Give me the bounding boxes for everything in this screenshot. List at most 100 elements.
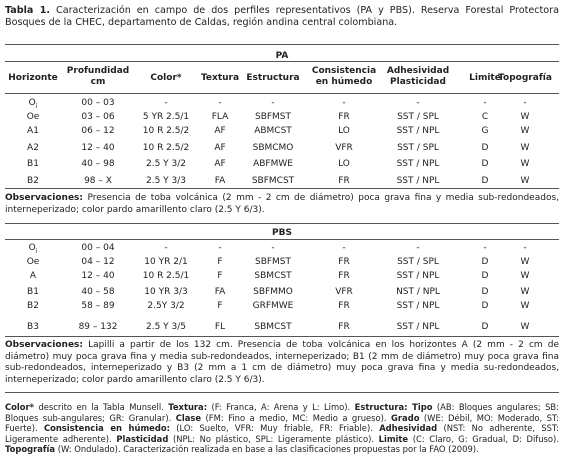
- table-cell: C: [481, 112, 489, 122]
- cell-subscript: i: [35, 247, 38, 255]
- table-cell: A2: [27, 143, 39, 153]
- table-cell: -: [342, 243, 346, 253]
- text: (LO: Suelto, VFR: Muy friable, FR: Friab…: [169, 423, 380, 434]
- table-cell: FA: [214, 176, 226, 186]
- rule: [5, 61, 559, 62]
- table-cell: GRFMWE: [252, 301, 294, 311]
- bold-text: Adhesividad: [379, 423, 438, 434]
- table-cell: F: [217, 257, 223, 267]
- table-cell: A1: [27, 126, 39, 136]
- column-header: Profundidad cm: [66, 66, 130, 87]
- table-cell: SST / NPL: [396, 301, 440, 311]
- table-cell: B3: [27, 322, 39, 332]
- column-header: Estructura: [246, 73, 300, 83]
- table-cell: Oe: [26, 257, 40, 267]
- table-cell: ABFMWE: [253, 159, 293, 169]
- table-cell: LO: [338, 126, 350, 136]
- table-cell: SBFMMO: [253, 287, 293, 297]
- rule: [5, 239, 559, 240]
- table-cell: AF: [214, 159, 226, 169]
- table-cell: FR: [338, 271, 350, 281]
- bold-text: Textura:: [168, 402, 208, 412]
- table-cell: SST / NPL: [396, 271, 440, 281]
- table-cell: SST / NPL: [396, 176, 440, 186]
- table-cell: 12 – 40: [81, 143, 115, 153]
- table-cell: B1: [27, 159, 39, 169]
- table-cell: D: [481, 143, 489, 153]
- bold-text: Observaciones:: [5, 340, 84, 350]
- table-cell: W: [520, 287, 530, 297]
- table-cell: -: [164, 243, 168, 253]
- table-cell: 5 YR 2.5/1: [142, 112, 190, 122]
- observations: Observaciones: Lapilli a partir de los 1…: [5, 340, 559, 386]
- table-cell: Oi: [29, 98, 38, 112]
- table-cell: 2.5 Y 3/5: [145, 322, 187, 332]
- table-cell: G: [481, 126, 489, 136]
- table-cell: SST / NPL: [396, 322, 440, 332]
- table-cell: FR: [338, 301, 350, 311]
- table-cell: -: [218, 243, 222, 253]
- table-cell: FA: [214, 287, 226, 297]
- table-cell: D: [481, 257, 489, 267]
- column-header: Topografía: [498, 73, 552, 83]
- table-cell: AF: [214, 126, 226, 136]
- table-cell: W: [520, 126, 530, 136]
- table-cell: F: [217, 271, 223, 281]
- table-cell: D: [481, 287, 489, 297]
- table-cell: W: [520, 271, 530, 281]
- table-cell: 2.5 Y 3/3: [145, 176, 187, 186]
- rule: [5, 336, 559, 337]
- table-cell: Oi: [29, 243, 38, 257]
- table-cell: SBFMST: [254, 112, 292, 122]
- table-cell: A: [29, 271, 37, 281]
- footnote: Color* descrito en la Tabla Munsell. Tex…: [5, 402, 559, 455]
- table-cell: -: [218, 98, 222, 108]
- table-cell: FR: [338, 112, 350, 122]
- column-header: Textura: [200, 73, 240, 83]
- cell-subscript: i: [35, 102, 38, 110]
- bold-text: Consistencia en húmedo:: [43, 423, 170, 434]
- section-title: PA: [275, 51, 289, 61]
- rule: [5, 44, 559, 45]
- rule: [5, 392, 559, 393]
- table-cell: -: [523, 98, 527, 108]
- table-cell: -: [483, 98, 487, 108]
- table-cell: W: [520, 301, 530, 311]
- column-header: Adhesividad Plasticidad: [386, 66, 450, 87]
- cell-text: O: [28, 243, 36, 253]
- bold-text: Observaciones:: [5, 193, 84, 203]
- table-cell: FLA: [211, 112, 229, 122]
- text: (NST: No adherente, SST: Ligeramente adh…: [5, 423, 559, 444]
- bold-text: Color*: [5, 402, 35, 412]
- table-cell: SST / NPL: [396, 126, 440, 136]
- table-cell: 00 – 03: [81, 98, 115, 108]
- rule: [5, 93, 559, 94]
- bold-text: Estructura: Tipo: [354, 402, 433, 412]
- column-header: Horizonte: [8, 73, 58, 83]
- table-cell: 40 – 58: [81, 287, 115, 297]
- bold-text: Limite: [378, 433, 409, 444]
- table-cell: SBFMCST: [251, 176, 295, 186]
- rule: [5, 223, 559, 224]
- table-cell: 58 – 89: [81, 301, 115, 311]
- table-cell: 40 – 98: [81, 159, 115, 169]
- table-cell: D: [481, 271, 489, 281]
- table-cell: 10 R 2.5/2: [142, 143, 190, 153]
- table-cell: D: [481, 322, 489, 332]
- table-cell: -: [271, 243, 275, 253]
- bold-text: Clase: [175, 412, 202, 423]
- table-cell: W: [520, 176, 530, 186]
- table-cell: -: [416, 243, 420, 253]
- table-cell: SST / SPL: [397, 112, 439, 122]
- bold-text: Plasticidad: [116, 433, 169, 444]
- table-cell: 12 – 40: [81, 271, 115, 281]
- text: (WE: Débil, MO: Moderado, ST: Fuerte).: [5, 412, 559, 434]
- table-cell: -: [416, 98, 420, 108]
- table-cell: NST / NPL: [396, 287, 440, 297]
- text: (C: Claro, G: Gradual, D: Difuso).: [408, 433, 559, 444]
- table-cell: 98 – X: [84, 176, 112, 186]
- table-cell: 06 – 12: [81, 126, 115, 136]
- rule: [5, 188, 559, 189]
- table-cell: SBMCST: [254, 271, 292, 281]
- table-cell: W: [520, 112, 530, 122]
